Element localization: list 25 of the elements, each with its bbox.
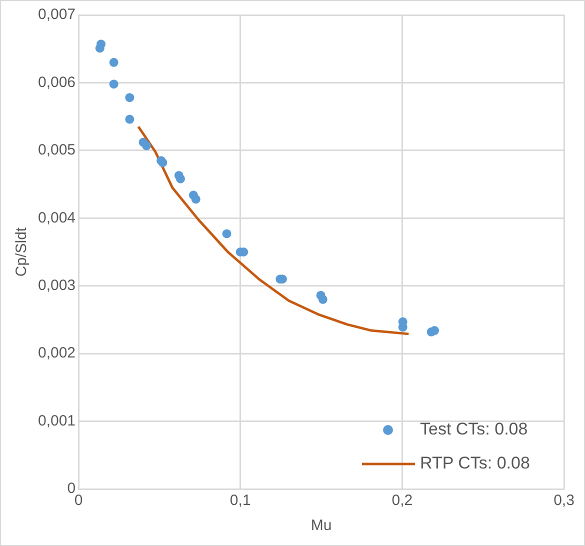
point (125, 114, 134, 124)
y-tick-label: 0,002 (38, 344, 76, 362)
point (191, 194, 200, 204)
x-tick-label: 0,2 (392, 492, 413, 510)
y-tick-label: 0,004 (38, 209, 76, 226)
x-tick-label: 0,3 (554, 492, 574, 510)
point (109, 80, 118, 89)
point (222, 229, 232, 238)
legend-label: Test CTs: 0.08 (420, 420, 528, 439)
point (176, 174, 185, 184)
y-tick-label: 0 (67, 480, 76, 498)
y-tick-label: 0,003 (38, 277, 76, 294)
y-tick-label: 0,006 (38, 74, 76, 91)
y-axis-title: Cp/Sldt (13, 226, 30, 277)
y-tick-label: 0,007 (38, 6, 76, 24)
y-tick-label: 0,001 (38, 412, 76, 430)
x-tick-label: 0,1 (230, 492, 251, 510)
point (430, 326, 440, 336)
point (142, 141, 151, 150)
point (109, 58, 118, 67)
point (318, 294, 328, 304)
y-tick-label: 0,005 (38, 142, 76, 159)
legend-label: RTP CTs: 0.08 (420, 454, 530, 473)
point (125, 93, 134, 102)
x-axis-title: Mu (310, 517, 332, 534)
